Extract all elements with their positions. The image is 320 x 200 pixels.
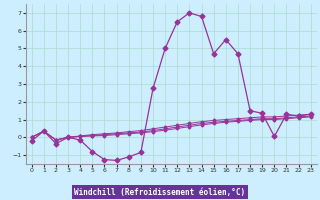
Text: Windchill (Refroidissement éolien,°C): Windchill (Refroidissement éolien,°C) <box>75 188 245 196</box>
